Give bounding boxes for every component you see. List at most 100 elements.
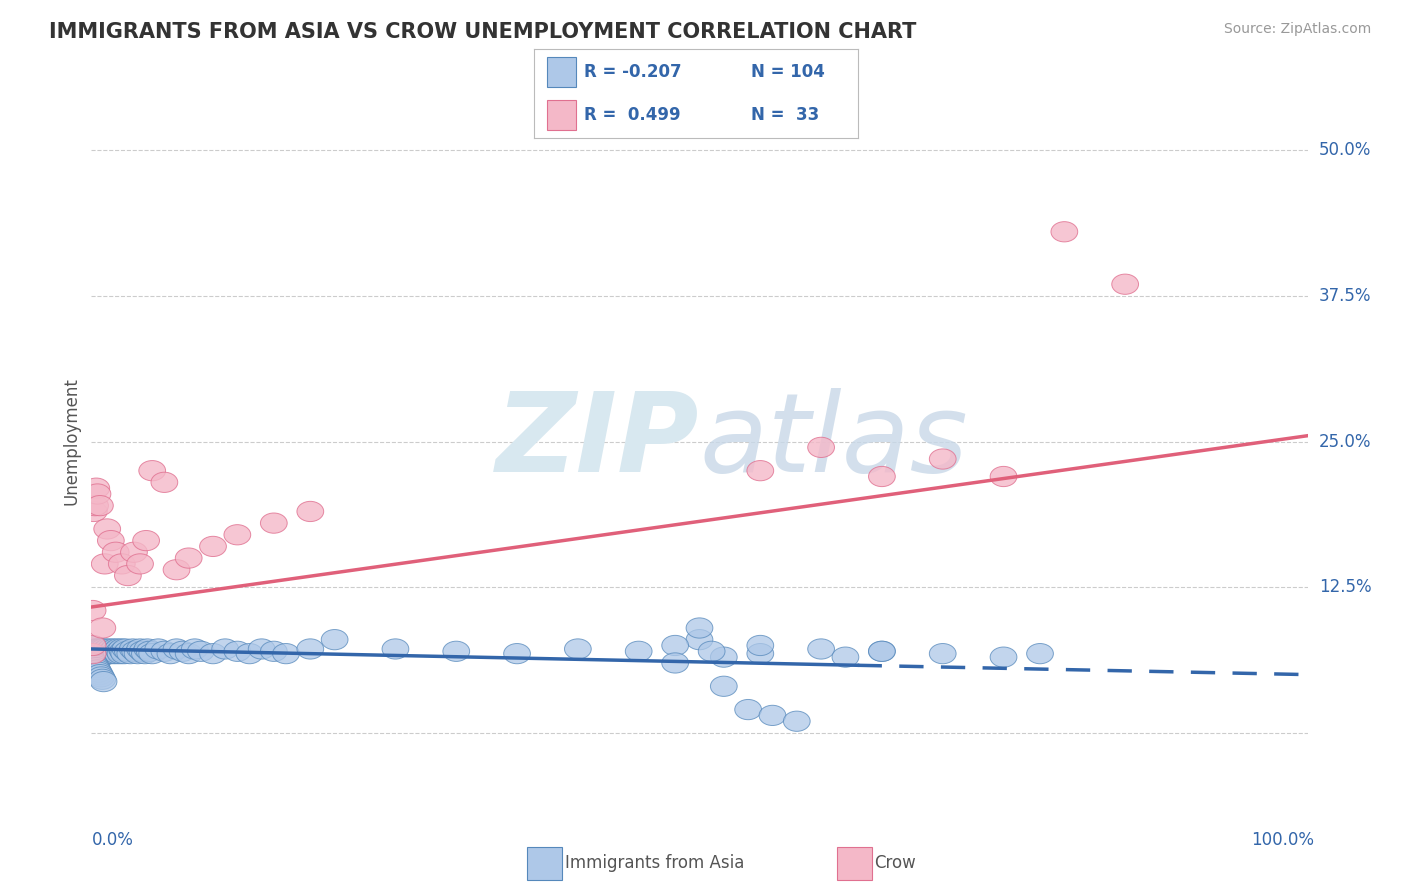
Ellipse shape <box>127 639 153 659</box>
Ellipse shape <box>187 641 214 662</box>
Ellipse shape <box>89 646 115 666</box>
Ellipse shape <box>84 660 111 680</box>
Text: atlas: atlas <box>699 388 969 495</box>
Ellipse shape <box>990 647 1017 667</box>
Ellipse shape <box>83 657 110 678</box>
Ellipse shape <box>80 501 107 522</box>
Ellipse shape <box>807 639 835 659</box>
Ellipse shape <box>134 639 160 659</box>
Ellipse shape <box>90 672 117 691</box>
Text: ZIP: ZIP <box>496 388 699 495</box>
Ellipse shape <box>114 566 141 586</box>
Ellipse shape <box>87 643 114 664</box>
Ellipse shape <box>87 646 114 666</box>
Ellipse shape <box>710 647 737 667</box>
Ellipse shape <box>84 646 111 666</box>
Ellipse shape <box>79 635 105 656</box>
Ellipse shape <box>132 531 159 550</box>
Ellipse shape <box>96 641 122 662</box>
Ellipse shape <box>832 647 859 667</box>
Ellipse shape <box>105 641 132 662</box>
Ellipse shape <box>120 639 146 659</box>
Text: 37.5%: 37.5% <box>1319 287 1371 305</box>
Ellipse shape <box>91 641 118 662</box>
Ellipse shape <box>699 641 725 662</box>
Text: IMMIGRANTS FROM ASIA VS CROW UNEMPLOYMENT CORRELATION CHART: IMMIGRANTS FROM ASIA VS CROW UNEMPLOYMEN… <box>49 22 917 42</box>
Text: Source: ZipAtlas.com: Source: ZipAtlas.com <box>1223 22 1371 37</box>
Ellipse shape <box>124 643 150 664</box>
Ellipse shape <box>297 639 323 659</box>
Ellipse shape <box>79 600 105 621</box>
Ellipse shape <box>759 706 786 725</box>
Ellipse shape <box>273 643 299 664</box>
Ellipse shape <box>662 653 689 673</box>
Ellipse shape <box>129 641 156 662</box>
Ellipse shape <box>80 639 107 659</box>
Ellipse shape <box>79 643 105 664</box>
Text: 50.0%: 50.0% <box>1319 141 1371 159</box>
Ellipse shape <box>94 639 121 659</box>
Ellipse shape <box>686 618 713 638</box>
Ellipse shape <box>87 665 114 685</box>
Ellipse shape <box>443 641 470 662</box>
Ellipse shape <box>224 524 250 545</box>
Ellipse shape <box>86 643 112 664</box>
Ellipse shape <box>114 641 141 662</box>
Ellipse shape <box>121 542 148 562</box>
Ellipse shape <box>163 639 190 659</box>
Ellipse shape <box>139 460 166 481</box>
Ellipse shape <box>686 630 713 649</box>
Ellipse shape <box>80 647 107 667</box>
Ellipse shape <box>79 643 105 664</box>
Ellipse shape <box>1026 643 1053 664</box>
Ellipse shape <box>93 643 120 664</box>
Ellipse shape <box>94 519 121 539</box>
Ellipse shape <box>82 655 108 675</box>
Ellipse shape <box>747 635 773 656</box>
Ellipse shape <box>807 437 835 458</box>
Ellipse shape <box>80 643 107 664</box>
Ellipse shape <box>86 639 112 659</box>
Ellipse shape <box>79 641 105 662</box>
Ellipse shape <box>108 639 135 659</box>
Text: 100.0%: 100.0% <box>1251 831 1315 849</box>
Ellipse shape <box>89 641 115 662</box>
Ellipse shape <box>157 643 184 664</box>
Ellipse shape <box>89 669 115 690</box>
Ellipse shape <box>111 643 138 664</box>
Ellipse shape <box>100 643 127 664</box>
Ellipse shape <box>80 653 107 673</box>
Ellipse shape <box>117 643 143 664</box>
Ellipse shape <box>97 531 124 550</box>
Ellipse shape <box>86 662 112 682</box>
Text: R = -0.207: R = -0.207 <box>585 63 682 81</box>
Text: 0.0%: 0.0% <box>91 831 134 849</box>
Ellipse shape <box>139 643 166 664</box>
Ellipse shape <box>105 639 132 659</box>
Ellipse shape <box>212 639 239 659</box>
Ellipse shape <box>869 467 896 487</box>
Ellipse shape <box>150 641 177 662</box>
Ellipse shape <box>710 676 737 697</box>
Text: N =  33: N = 33 <box>751 106 820 124</box>
Ellipse shape <box>90 643 117 664</box>
Text: 12.5%: 12.5% <box>1319 578 1371 596</box>
Ellipse shape <box>83 639 110 659</box>
Ellipse shape <box>626 641 652 662</box>
Ellipse shape <box>82 496 108 516</box>
Ellipse shape <box>82 641 108 662</box>
Ellipse shape <box>236 643 263 664</box>
Ellipse shape <box>181 639 208 659</box>
Ellipse shape <box>1112 274 1139 294</box>
Ellipse shape <box>747 643 773 664</box>
Ellipse shape <box>97 639 124 659</box>
Ellipse shape <box>89 618 115 638</box>
Ellipse shape <box>82 637 108 657</box>
Y-axis label: Unemployment: Unemployment <box>62 377 80 506</box>
Bar <box>547 100 576 130</box>
Ellipse shape <box>87 667 114 687</box>
Bar <box>547 57 576 87</box>
Text: Crow: Crow <box>875 855 917 872</box>
Ellipse shape <box>735 699 762 720</box>
Ellipse shape <box>83 643 110 664</box>
